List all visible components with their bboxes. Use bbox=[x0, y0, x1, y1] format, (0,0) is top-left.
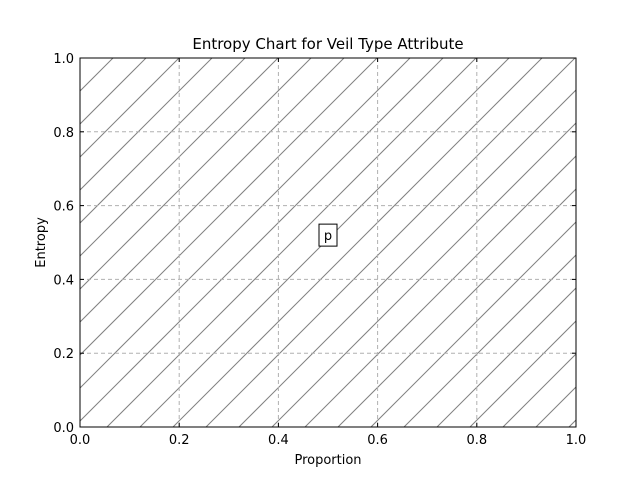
hatch-line bbox=[80, 58, 378, 356]
hatch-line bbox=[337, 188, 576, 427]
y-tick-label: 0.4 bbox=[53, 273, 74, 288]
hatch-line bbox=[271, 122, 576, 427]
y-tick-label: 0.2 bbox=[53, 347, 74, 362]
hatch-line bbox=[80, 58, 444, 422]
hatch-line bbox=[469, 320, 576, 427]
hatch-line bbox=[403, 254, 576, 427]
hatch-line bbox=[436, 287, 576, 427]
x-axis-ticks: 0.0 0.2 0.4 0.6 0.8 1.0 bbox=[70, 58, 587, 448]
hatch-line bbox=[80, 58, 180, 158]
plot-frame bbox=[79, 57, 577, 428]
y-tick-label: 0.0 bbox=[53, 421, 74, 436]
hatch-line bbox=[80, 58, 213, 191]
hatch-pattern bbox=[80, 58, 576, 427]
x-tick-label: 1.0 bbox=[566, 433, 587, 448]
y-tick-label: 0.8 bbox=[53, 126, 74, 141]
chart-title: Entropy Chart for Veil Type Attribute bbox=[192, 35, 463, 53]
hatch-line bbox=[502, 353, 576, 427]
hatch-line bbox=[80, 58, 279, 257]
x-tick-label: 0.6 bbox=[367, 433, 388, 448]
x-tick-label: 0.4 bbox=[268, 433, 289, 448]
annotations: p bbox=[318, 223, 338, 247]
y-tick-label: 0.6 bbox=[53, 200, 74, 215]
hatch-line bbox=[205, 58, 576, 427]
hatch-line bbox=[80, 58, 411, 389]
hatch-line bbox=[238, 89, 576, 427]
hatch-line bbox=[80, 58, 147, 125]
hatch-line bbox=[80, 58, 246, 224]
x-tick-label: 0.2 bbox=[169, 433, 190, 448]
x-tick-label: 0.0 bbox=[70, 433, 91, 448]
hatch-line bbox=[370, 221, 576, 427]
hatch-line bbox=[172, 58, 543, 427]
y-tick-label: 1.0 bbox=[53, 52, 74, 67]
x-tick-label: 0.8 bbox=[466, 433, 487, 448]
annotation: p bbox=[318, 223, 338, 247]
y-axis-label: Entropy bbox=[34, 217, 49, 268]
x-axis-label: Proportion bbox=[294, 453, 361, 468]
hatch-line bbox=[80, 58, 345, 323]
hatch-line bbox=[304, 155, 576, 427]
annotation-box bbox=[318, 223, 338, 247]
annotation-label: p bbox=[324, 229, 332, 244]
y-axis-ticks: 0.0 0.2 0.4 0.6 0.8 1.0 bbox=[53, 52, 576, 436]
hatch-line bbox=[106, 58, 477, 427]
hatch-line bbox=[80, 58, 312, 290]
